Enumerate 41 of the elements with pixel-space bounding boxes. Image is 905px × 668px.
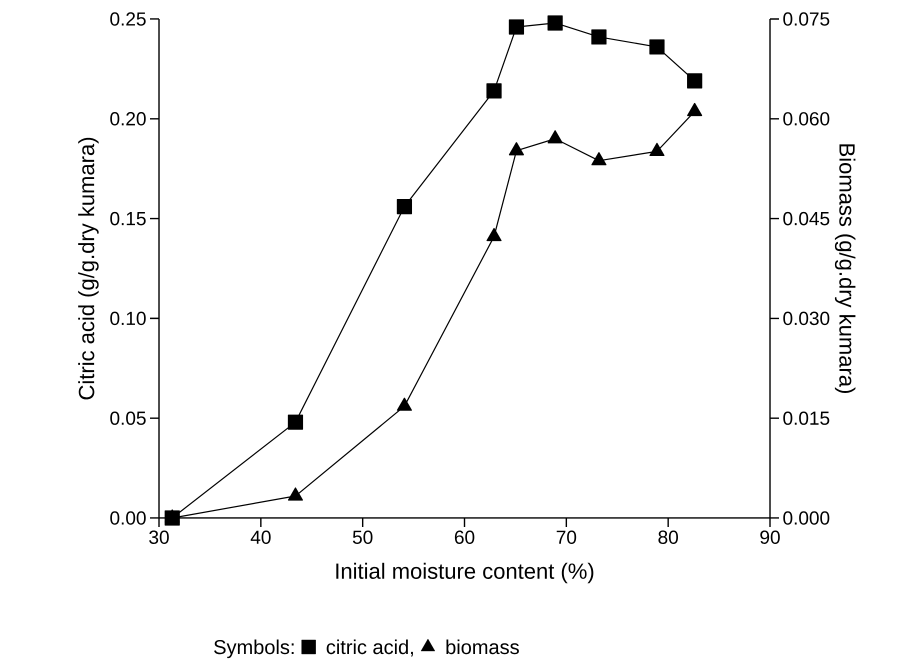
point (508, 19, 524, 35)
point (649, 142, 664, 156)
point (486, 228, 502, 242)
y-tick-label: 0.15 (110, 212, 146, 226)
point (649, 39, 665, 55)
y2-tick-label: 0.045 (783, 212, 830, 226)
y-tick-label: 0.10 (110, 312, 146, 326)
y-tick-label: 0.25 (110, 12, 146, 26)
point (591, 152, 606, 166)
y-tick-label: 0.20 (110, 112, 146, 126)
y2-tick-label: 0.015 (783, 411, 830, 425)
point (508, 142, 524, 156)
y2-tick-label: 0.030 (783, 312, 830, 326)
point (486, 83, 502, 98)
y-axis-title: Citric acid (g/g.dry kumara) (78, 138, 99, 400)
legend-label: citric acid, (326, 639, 413, 657)
x-tick-label: 60 (454, 530, 474, 544)
point (591, 29, 607, 45)
x-tick-label: 80 (658, 530, 678, 544)
y-tick-label: 0.00 (110, 511, 146, 525)
point (687, 102, 702, 116)
point (548, 15, 563, 31)
y2-tick-label: 0.000 (783, 511, 830, 525)
point (288, 414, 304, 430)
point (548, 130, 563, 144)
x-tick-label: 30 (149, 530, 169, 544)
x-axis-title: Initial moisture content (%) (336, 562, 594, 584)
x-tick-label: 50 (352, 530, 372, 544)
x-tick-label: 70 (556, 530, 576, 544)
y2-tick-label: 0.060 (783, 112, 830, 126)
point (687, 73, 702, 88)
point (288, 487, 303, 501)
legend-title: Symbols: (214, 639, 294, 658)
x-tick-label: 40 (250, 530, 271, 544)
legend-label: biomass (446, 639, 519, 654)
point (396, 398, 412, 411)
y-tick-label: 0.05 (110, 411, 146, 425)
y2-axis-title: Biomass (g/g.dry kumara) (834, 144, 856, 394)
y2-tick-label: 0.075 (783, 12, 830, 26)
point (396, 199, 412, 214)
x-tick-label: 90 (760, 530, 780, 544)
